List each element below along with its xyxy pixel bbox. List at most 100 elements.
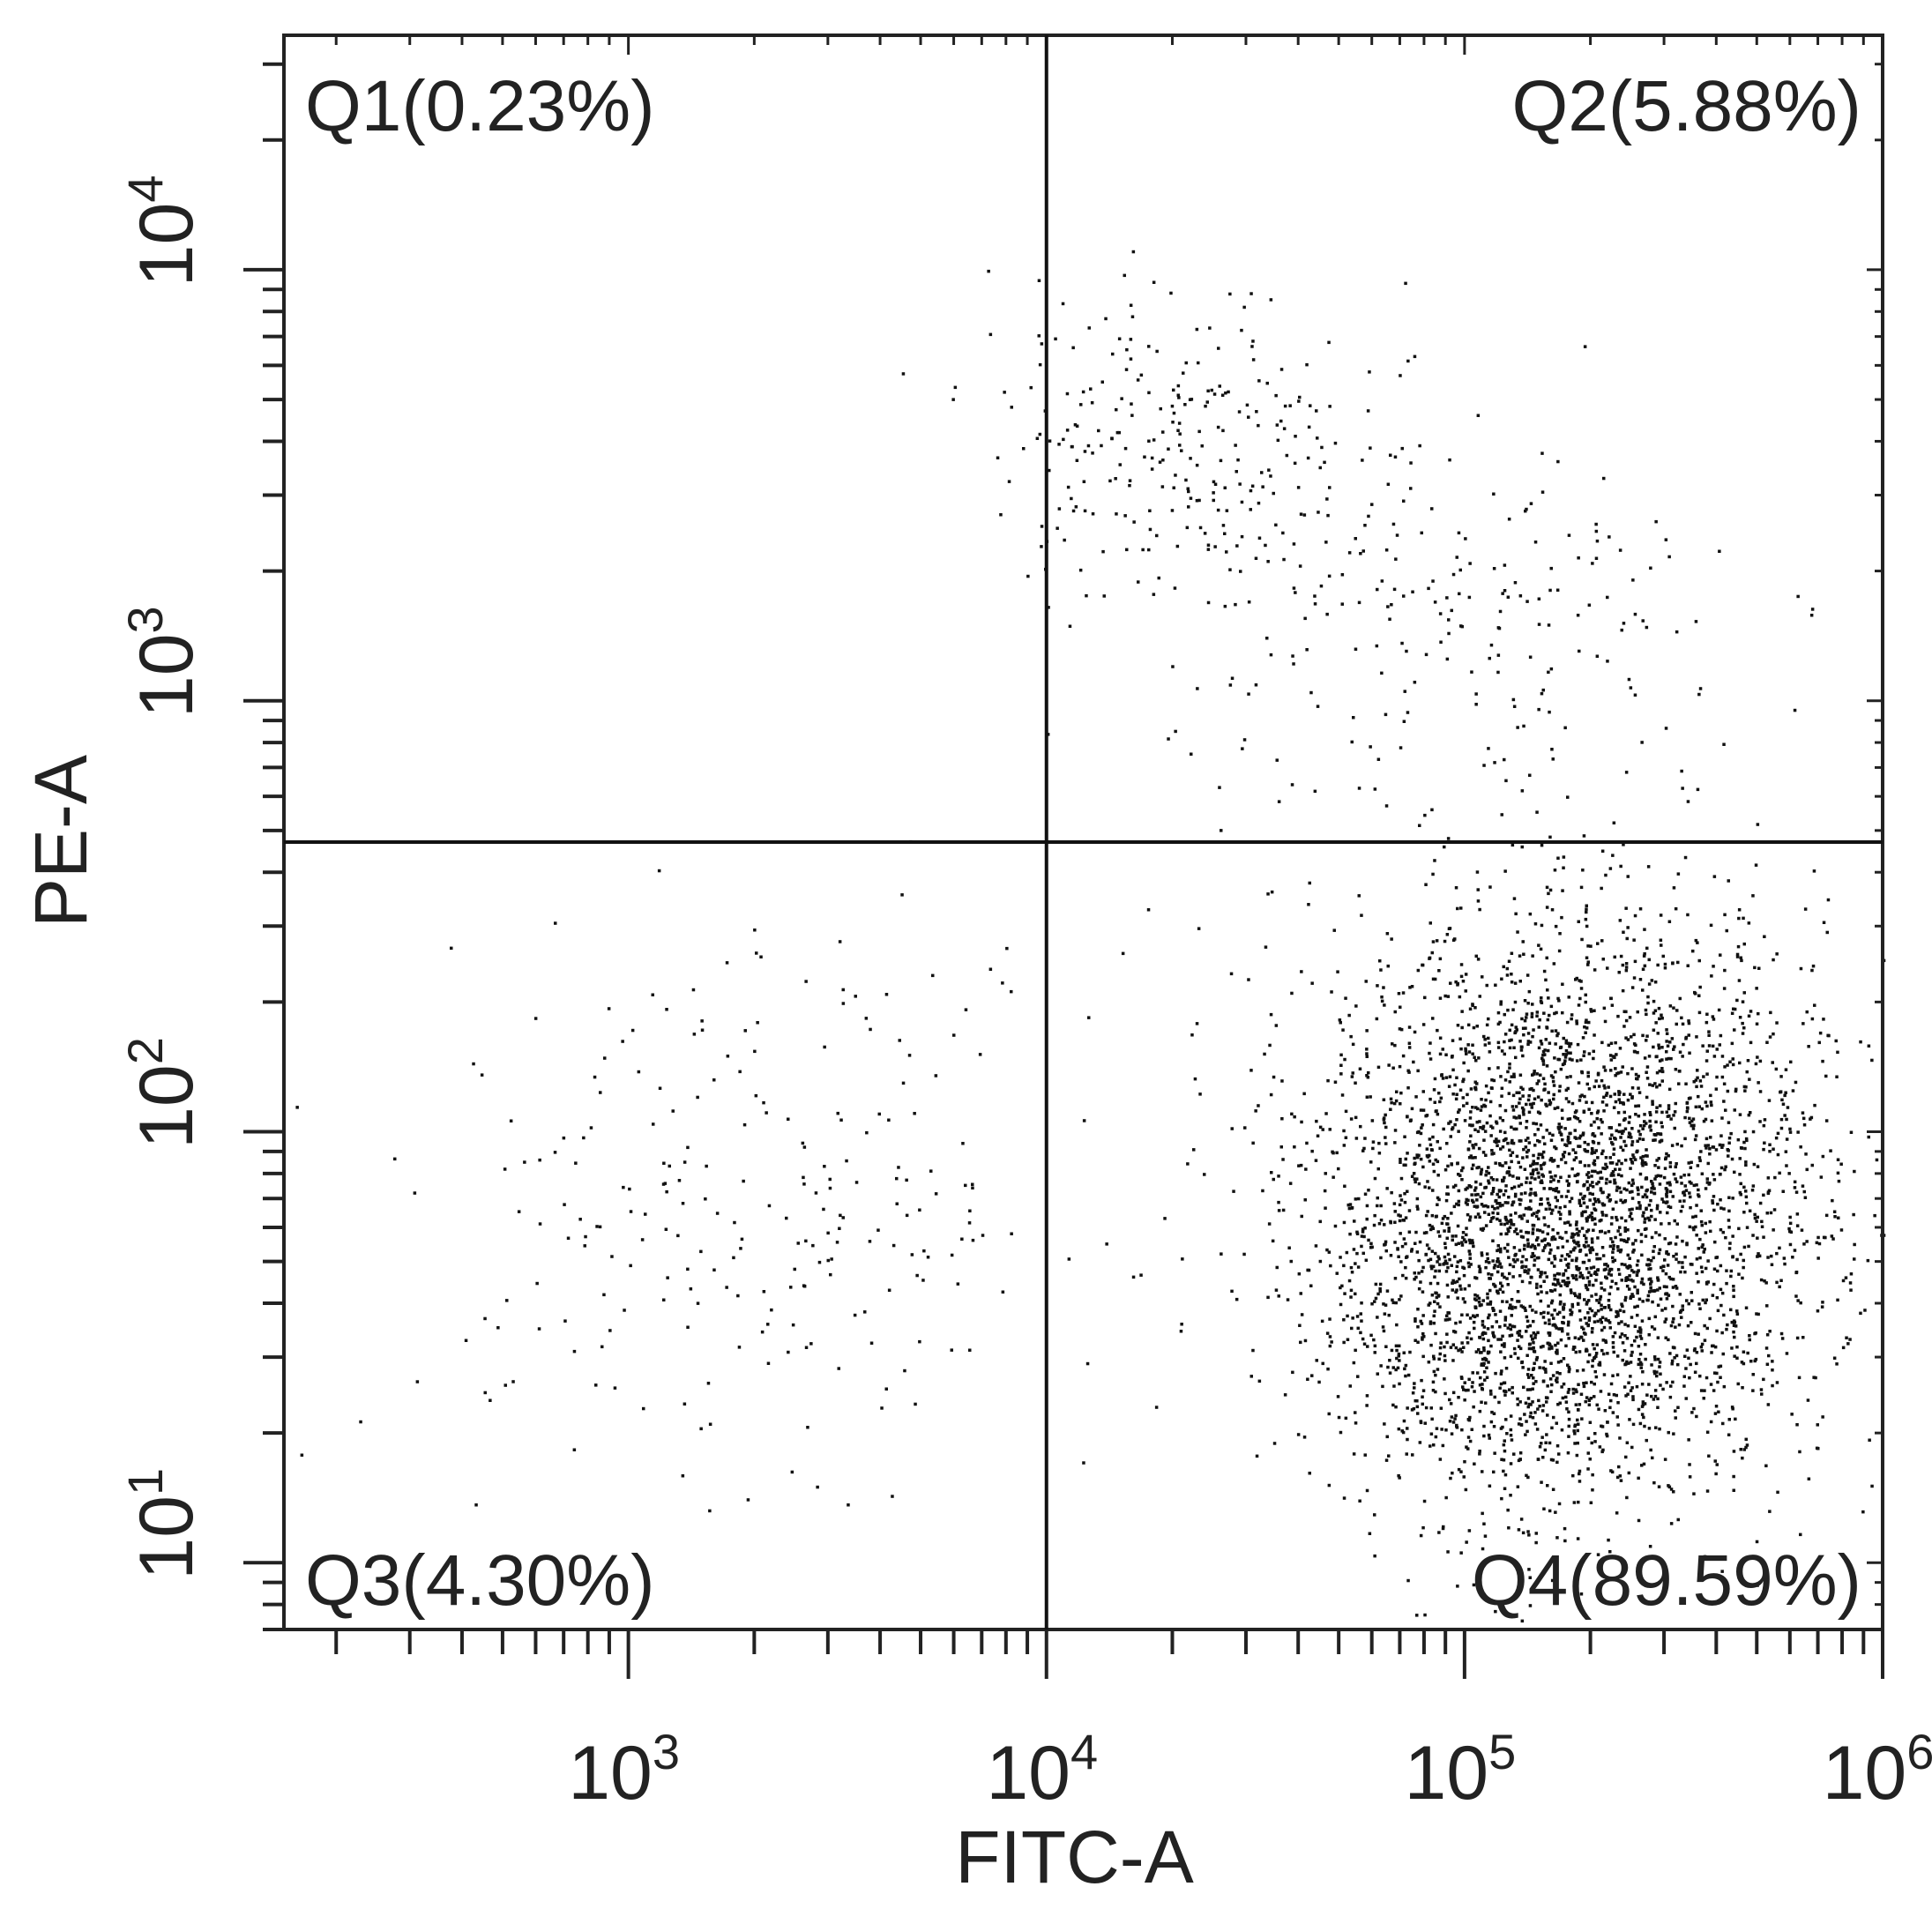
data-point (1478, 1450, 1481, 1453)
data-point (1728, 1242, 1732, 1245)
data-point (1443, 1259, 1448, 1263)
data-point (1600, 939, 1604, 943)
data-point (1735, 952, 1740, 957)
data-point (1667, 1275, 1671, 1279)
data-point (1695, 1085, 1698, 1089)
data-point (1748, 1209, 1752, 1212)
data-point (1438, 996, 1443, 1000)
data-point (1384, 804, 1389, 808)
data-point (1517, 1458, 1521, 1463)
data-point (1399, 374, 1402, 377)
data-point (1525, 1388, 1530, 1391)
data-point (1658, 1233, 1661, 1237)
data-point (1603, 1167, 1608, 1171)
data-point (1518, 1332, 1521, 1337)
data-point (1678, 1293, 1682, 1296)
data-point (1535, 1211, 1539, 1214)
data-point (1464, 1047, 1467, 1051)
data-point (1525, 1016, 1528, 1019)
data-point (1130, 402, 1133, 406)
data-point (1611, 1247, 1615, 1250)
data-point (1575, 1390, 1578, 1394)
data-point (1624, 906, 1628, 910)
data-point (1631, 578, 1635, 582)
data-point (1395, 533, 1399, 537)
data-point (1614, 1100, 1618, 1104)
data-point (1743, 1130, 1747, 1134)
data-point (1480, 1170, 1483, 1174)
data-point (1531, 1400, 1534, 1404)
data-point (1699, 1209, 1703, 1212)
data-point (1749, 1111, 1752, 1115)
data-point (1492, 1078, 1496, 1083)
data-point (1606, 966, 1609, 970)
data-point (1566, 1451, 1570, 1455)
data-point (1663, 1167, 1667, 1170)
data-point (1376, 1167, 1380, 1171)
data-point (1609, 1469, 1613, 1473)
data-point (1397, 1352, 1401, 1356)
data-point (1598, 1257, 1602, 1261)
data-point (1602, 1373, 1607, 1376)
data-point (1566, 1138, 1570, 1143)
data-point (1682, 1375, 1686, 1378)
data-point (1647, 1204, 1652, 1207)
data-point (1714, 1148, 1719, 1152)
data-point (1424, 1213, 1428, 1218)
data-point (1001, 1290, 1005, 1294)
data-point (610, 1255, 614, 1258)
data-point (1637, 1269, 1640, 1272)
data-point (1642, 1211, 1645, 1214)
data-point (1787, 1172, 1791, 1175)
data-point (1586, 1143, 1590, 1146)
data-point (1090, 401, 1094, 405)
data-point (1703, 1339, 1707, 1342)
data-point (1578, 1204, 1583, 1207)
data-point (1303, 616, 1307, 621)
data-point (1428, 1097, 1432, 1101)
data-point (1391, 1366, 1395, 1369)
data-point (1618, 1474, 1622, 1478)
data-point (1540, 1435, 1544, 1439)
data-point (1536, 1138, 1540, 1143)
data-point (1534, 1214, 1539, 1219)
data-point (1696, 787, 1700, 792)
data-point (1788, 1215, 1792, 1219)
data-point (1416, 1325, 1420, 1329)
data-point (621, 1040, 624, 1043)
data-point (1445, 1262, 1449, 1265)
data-point (1208, 326, 1212, 330)
data-point (1493, 1451, 1496, 1455)
data-point (1540, 490, 1545, 494)
data-point (1759, 1278, 1764, 1282)
data-point (1342, 1220, 1346, 1225)
data-point (1461, 1096, 1465, 1100)
data-point (1668, 1160, 1673, 1165)
data-point (1730, 1346, 1734, 1350)
data-point (1354, 1262, 1357, 1265)
data-point (1070, 496, 1073, 501)
data-point (1091, 451, 1094, 455)
data-point (1503, 1473, 1508, 1477)
data-point (1040, 342, 1044, 346)
data-point (766, 1361, 771, 1365)
data-point (1674, 1242, 1678, 1246)
data-point (1155, 533, 1159, 538)
data-point (1527, 1376, 1531, 1379)
data-point (1796, 594, 1800, 599)
data-point (1618, 548, 1622, 552)
data-point (483, 1316, 487, 1321)
data-point (1557, 949, 1562, 953)
data-point (1413, 1030, 1417, 1034)
data-point (1555, 1187, 1559, 1190)
data-point (1496, 1260, 1499, 1264)
data-point (1474, 1186, 1478, 1189)
data-point (1747, 921, 1751, 925)
data-point (1452, 1204, 1457, 1209)
data-point (1548, 1131, 1552, 1136)
data-point (1681, 1265, 1684, 1269)
data-point (1564, 1041, 1568, 1045)
data-point (1615, 1415, 1619, 1419)
data-point (1799, 1145, 1802, 1149)
data-point (1722, 1100, 1726, 1103)
